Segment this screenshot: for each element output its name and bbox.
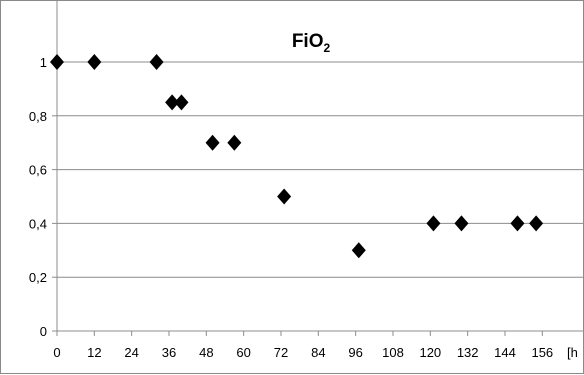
grid-lines — [57, 61, 584, 278]
x-tick-label: 48 — [199, 345, 213, 360]
x-tick-label: 132 — [457, 345, 479, 360]
x-tick-label: 12 — [87, 345, 101, 360]
data-point-diamond — [87, 54, 102, 70]
data-point-diamond — [454, 215, 469, 232]
data-point-diamond — [510, 215, 525, 232]
y-tick-label: 1 — [40, 55, 47, 70]
y-tick-label: 0,2 — [29, 270, 47, 285]
chart-title: FiO2 — [292, 31, 331, 55]
data-point-diamond — [165, 94, 180, 111]
y-tick-label: 0,4 — [29, 216, 47, 231]
data-point-diamond — [50, 54, 64, 70]
x-tick-label: 60 — [236, 345, 250, 360]
x-tick-label: 144 — [494, 345, 516, 360]
x-tick-label: 0 — [53, 345, 60, 360]
x-tick-label: 24 — [124, 345, 138, 360]
data-points — [50, 54, 544, 259]
data-point-diamond — [351, 242, 366, 259]
data-point-diamond — [529, 215, 544, 232]
data-point-diamond — [149, 54, 164, 70]
chart-title-subscript: 2 — [323, 41, 330, 55]
x-tick-label: 156 — [531, 345, 553, 360]
x-tick-label: 36 — [162, 345, 176, 360]
data-point-diamond — [426, 215, 441, 232]
data-point-diamond — [277, 188, 292, 205]
data-point-diamond — [174, 94, 189, 111]
data-point-diamond — [205, 134, 220, 151]
x-tick-label: 84 — [311, 345, 325, 360]
x-tick-labels: 0 12 24 36 48 60 72 84 96 108 120 132 144 156 [h — [53, 345, 577, 360]
x-unit-label: [h — [567, 345, 578, 360]
x-tick-label: 96 — [348, 345, 362, 360]
y-tick-labels: 0 0,2 0,4 0,6 0,8 1 — [29, 55, 47, 339]
y-tick-label: 0 — [40, 324, 47, 339]
x-tick-label: 72 — [274, 345, 288, 360]
y-tick-label: 0,6 — [29, 163, 47, 178]
x-tick-label: 120 — [419, 345, 441, 360]
chart-title-main: FiO — [292, 31, 324, 52]
y-tick-label: 0,8 — [29, 109, 47, 124]
data-point-diamond — [227, 134, 242, 151]
x-tick-label: 108 — [382, 345, 404, 360]
